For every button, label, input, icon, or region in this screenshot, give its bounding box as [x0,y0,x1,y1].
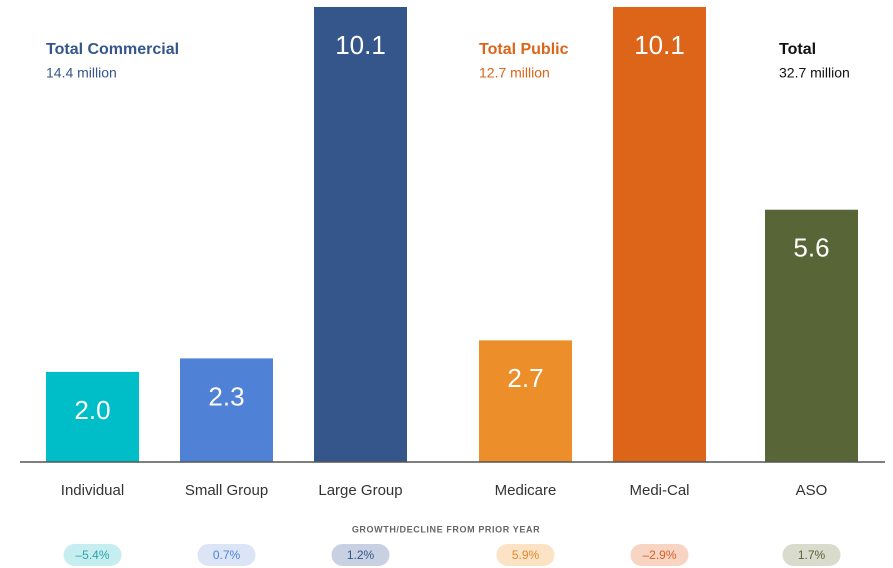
growth-title: GROWTH/DECLINE FROM PRIOR YEAR [352,524,540,534]
growth-label: 1.7% [798,548,826,562]
bar [314,7,407,462]
growth-pill [63,544,122,566]
bar [765,209,858,462]
value-label: 5.6 [793,233,829,263]
category-label: Individual [61,482,124,499]
category-label: Large Group [318,482,402,499]
growth-pill [630,544,689,566]
growth-label: 0.7% [213,548,241,562]
growth-pill [331,544,390,566]
annotation-text: 14.4 million [46,65,117,81]
bar [180,358,273,462]
value-label: 2.7 [507,363,543,393]
category-label: Medicare [495,482,557,499]
growth-label: –5.4% [75,548,109,562]
annotation-title: Total Commercial [46,41,179,58]
growth-pill [496,544,555,566]
value-label: 10.1 [335,30,386,60]
category-label: ASO [796,482,828,499]
annotation-title: Total Public [479,41,569,58]
bar [46,371,139,462]
value-label: 2.0 [74,395,110,425]
bar [479,340,572,462]
growth-label: –2.9% [642,548,676,562]
growth-label: 5.9% [512,548,540,562]
growth-pill [197,544,256,566]
annotation-title: Total [779,41,816,58]
category-label: Medi-Cal [629,482,689,499]
annotation-text: 32.7 million [779,65,850,81]
growth-pill [782,544,841,566]
bar [613,7,706,462]
category-label: Small Group [185,482,268,499]
value-label: 2.3 [208,381,244,411]
growth-label: 1.2% [347,548,375,562]
annotation-text: 12.7 million [479,65,550,81]
value-label: 10.1 [634,30,685,60]
